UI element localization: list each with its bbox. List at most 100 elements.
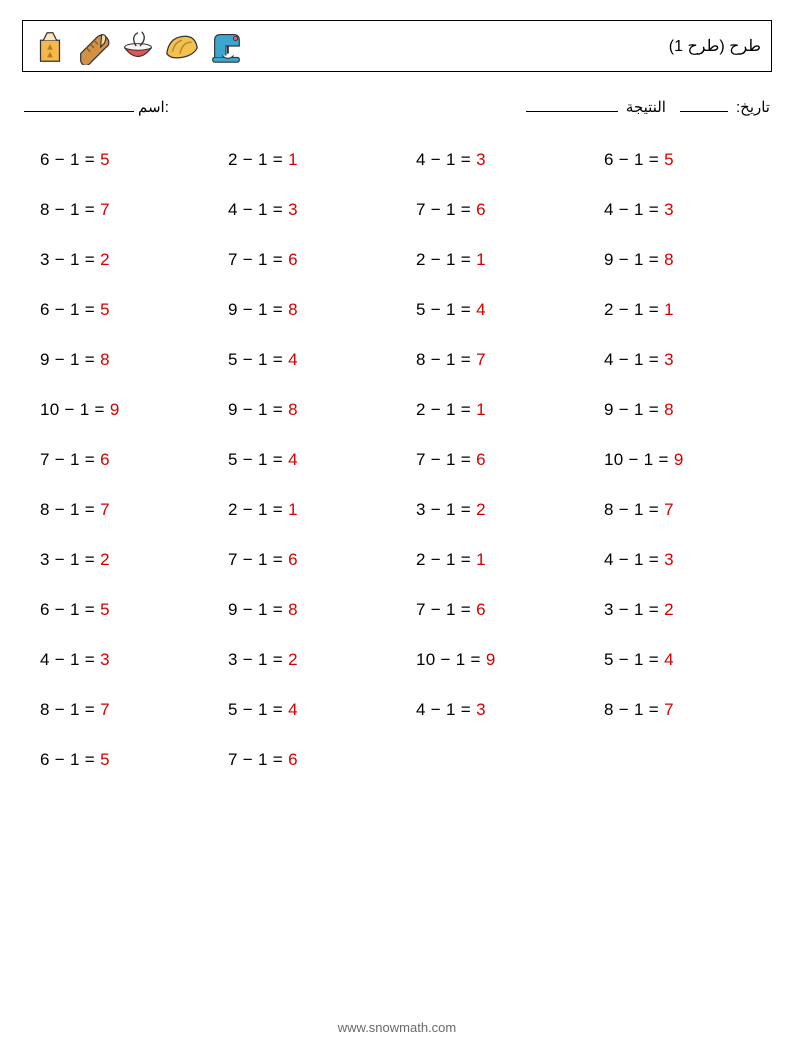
- answer-text: 8: [100, 350, 110, 369]
- problem-cell: [604, 750, 784, 770]
- equation-text: 2 − 1 =: [416, 550, 476, 569]
- score-label: النتيجة: [626, 98, 666, 116]
- equation-text: 7 − 1 =: [228, 750, 288, 769]
- problem-cell: 9 − 1 = 8: [228, 600, 408, 620]
- answer-text: 8: [664, 250, 674, 269]
- problem-cell: 7 − 1 = 6: [416, 200, 596, 220]
- answer-text: 6: [288, 250, 298, 269]
- problem-cell: 4 − 1 = 3: [604, 200, 784, 220]
- equation-text: 6 − 1 =: [40, 150, 100, 169]
- answer-text: 5: [100, 150, 110, 169]
- answer-text: 6: [100, 450, 110, 469]
- answer-text: 8: [288, 300, 298, 319]
- answer-text: 9: [110, 400, 120, 419]
- problem-cell: 7 − 1 = 6: [228, 550, 408, 570]
- bread-loaf-icon: [75, 27, 113, 65]
- answer-text: 3: [664, 350, 674, 369]
- equation-text: 8 − 1 =: [604, 700, 664, 719]
- problem-cell: 6 − 1 = 5: [40, 150, 220, 170]
- worksheet-title: طرح (طرح 1): [669, 36, 761, 56]
- problem-cell: 5 − 1 = 4: [228, 700, 408, 720]
- answer-text: 5: [100, 600, 110, 619]
- answer-text: 1: [664, 300, 674, 319]
- equation-text: 8 − 1 =: [40, 200, 100, 219]
- answer-text: 7: [476, 350, 486, 369]
- problem-cell: 3 − 1 = 2: [228, 650, 408, 670]
- problem-cell: 2 − 1 = 1: [416, 400, 596, 420]
- equation-text: 9 − 1 =: [604, 400, 664, 419]
- problem-cell: 8 − 1 = 7: [416, 350, 596, 370]
- equation-text: 8 − 1 =: [604, 500, 664, 519]
- equation-text: 4 − 1 =: [604, 350, 664, 369]
- answer-text: 6: [476, 200, 486, 219]
- problem-cell: 9 − 1 = 8: [228, 300, 408, 320]
- problem-cell: 10 − 1 = 9: [604, 450, 784, 470]
- problem-cell: 9 − 1 = 8: [604, 400, 784, 420]
- problem-cell: 3 − 1 = 2: [40, 250, 220, 270]
- equation-text: 7 − 1 =: [416, 450, 476, 469]
- answer-text: 1: [476, 550, 486, 569]
- problem-cell: 9 − 1 = 8: [40, 350, 220, 370]
- problem-cell: 8 − 1 = 7: [604, 500, 784, 520]
- name-blank: [24, 98, 134, 112]
- equation-text: 5 − 1 =: [228, 450, 288, 469]
- equation-text: 9 − 1 =: [40, 350, 100, 369]
- answer-text: 4: [288, 450, 298, 469]
- answer-text: 2: [100, 550, 110, 569]
- equation-text: 3 − 1 =: [40, 550, 100, 569]
- icon-strip: [31, 27, 245, 65]
- answer-text: 3: [476, 700, 486, 719]
- problem-cell: 6 − 1 = 5: [40, 600, 220, 620]
- equation-text: 2 − 1 =: [228, 150, 288, 169]
- answer-text: 1: [288, 500, 298, 519]
- answer-text: 8: [288, 400, 298, 419]
- croissant-icon: [163, 27, 201, 65]
- name-label: اسم:: [138, 98, 169, 116]
- problem-cell: 6 − 1 = 5: [40, 300, 220, 320]
- answer-text: 2: [664, 600, 674, 619]
- answer-text: 2: [100, 250, 110, 269]
- equation-text: 7 − 1 =: [416, 200, 476, 219]
- answer-text: 9: [674, 450, 684, 469]
- equation-text: 8 − 1 =: [40, 700, 100, 719]
- answer-text: 4: [476, 300, 486, 319]
- equation-text: 4 − 1 =: [604, 550, 664, 569]
- problem-cell: 7 − 1 = 6: [40, 450, 220, 470]
- problem-cell: [416, 750, 596, 770]
- problem-cell: 3 − 1 = 2: [40, 550, 220, 570]
- equation-text: 3 − 1 =: [40, 250, 100, 269]
- problem-cell: 2 − 1 = 1: [228, 500, 408, 520]
- answer-text: 1: [288, 150, 298, 169]
- problem-cell: 4 − 1 = 3: [604, 350, 784, 370]
- answer-text: 7: [664, 500, 674, 519]
- answer-text: 6: [476, 600, 486, 619]
- answer-text: 3: [100, 650, 110, 669]
- worksheet-page: طرح (طرح 1) اسم: النتيجة :تاريخ 6 − 1 = …: [0, 0, 794, 1053]
- equation-text: 3 − 1 =: [416, 500, 476, 519]
- problem-cell: 3 − 1 = 2: [604, 600, 784, 620]
- equation-text: 8 − 1 =: [416, 350, 476, 369]
- problem-cell: 8 − 1 = 7: [40, 700, 220, 720]
- equation-text: 6 − 1 =: [40, 750, 100, 769]
- equation-text: 10 − 1 =: [604, 450, 674, 469]
- problem-cell: 10 − 1 = 9: [416, 650, 596, 670]
- mixer-icon: [207, 27, 245, 65]
- answer-text: 9: [486, 650, 496, 669]
- answer-text: 3: [476, 150, 486, 169]
- equation-text: 5 − 1 =: [604, 650, 664, 669]
- equation-text: 4 − 1 =: [228, 200, 288, 219]
- answer-text: 7: [100, 700, 110, 719]
- name-field: اسم:: [24, 98, 169, 116]
- header-box: طرح (طرح 1): [22, 20, 772, 72]
- equation-text: 9 − 1 =: [604, 250, 664, 269]
- answer-text: 2: [288, 650, 298, 669]
- answer-text: 4: [288, 350, 298, 369]
- equation-text: 10 − 1 =: [416, 650, 486, 669]
- equation-text: 9 − 1 =: [228, 400, 288, 419]
- equation-text: 2 − 1 =: [228, 500, 288, 519]
- problem-cell: 7 − 1 = 6: [416, 450, 596, 470]
- form-row: اسم: النتيجة :تاريخ: [22, 98, 772, 116]
- problem-cell: 7 − 1 = 6: [228, 250, 408, 270]
- problem-cell: 10 − 1 = 9: [40, 400, 220, 420]
- answer-text: 2: [476, 500, 486, 519]
